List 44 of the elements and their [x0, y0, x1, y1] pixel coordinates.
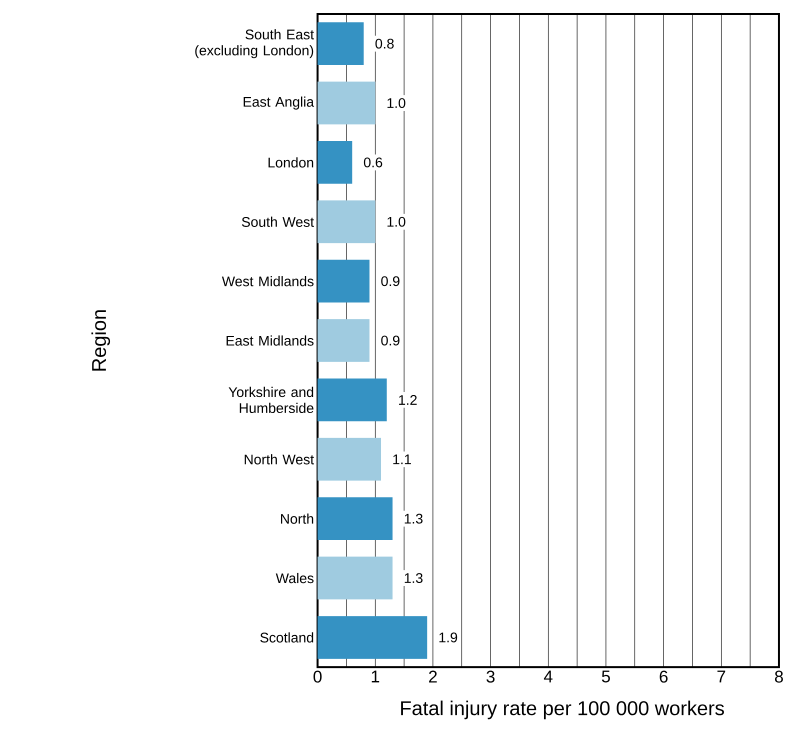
x-tick-label: 5	[602, 670, 610, 682]
y-tick-label: West Midlands	[222, 276, 314, 286]
x-axis-title: Fatal injury rate per 100 000 workers	[401, 700, 724, 720]
y-tick-label: North West	[244, 454, 314, 464]
bar	[318, 438, 382, 481]
data-label: 1.0	[387, 216, 406, 227]
y-tick-label: East Anglia	[244, 96, 314, 110]
y-tick-label: North	[281, 514, 314, 524]
x-tick-label: 0	[314, 670, 322, 683]
bar	[318, 260, 370, 303]
data-label: 1.3	[404, 573, 423, 584]
x-tick-label: 6	[660, 670, 668, 683]
bar	[318, 141, 352, 184]
y-tick-label: London	[268, 157, 314, 168]
bar	[318, 82, 376, 124]
bar	[318, 556, 393, 600]
x-tick-label: 4	[544, 670, 552, 682]
data-label: 1.0	[387, 98, 406, 108]
y-tick-label: Yorkshire and Humberside	[228, 386, 314, 414]
x-tick-label: 7	[717, 670, 726, 682]
bar	[318, 616, 428, 659]
data-label: 1.9	[439, 632, 458, 642]
data-label: 0.8	[375, 38, 394, 49]
x-tick-label: 8	[774, 670, 783, 683]
x-tick-label: 1	[372, 670, 380, 682]
data-label: 0.6	[364, 157, 382, 168]
bar	[318, 319, 370, 362]
y-tick-label: South East (excluding London)	[195, 29, 314, 58]
x-tick-label: 2	[429, 670, 437, 682]
bar	[318, 378, 387, 422]
y-tick-label: Wales	[276, 572, 314, 584]
data-label: 1.2	[399, 395, 417, 405]
data-label: 1.1	[393, 454, 411, 464]
y-axis-title: Region	[91, 310, 110, 371]
data-label: 0.9	[381, 336, 400, 346]
y-tick-label: East Midlands	[226, 335, 314, 346]
bar	[318, 497, 393, 540]
bar	[318, 22, 364, 66]
y-tick-label: South West	[242, 216, 314, 227]
data-label: 1.3	[404, 514, 423, 524]
data-label: 0.9	[381, 276, 400, 286]
bar	[318, 200, 376, 244]
x-tick-label: 3	[486, 670, 495, 683]
y-tick-label: Scotland	[260, 632, 314, 643]
